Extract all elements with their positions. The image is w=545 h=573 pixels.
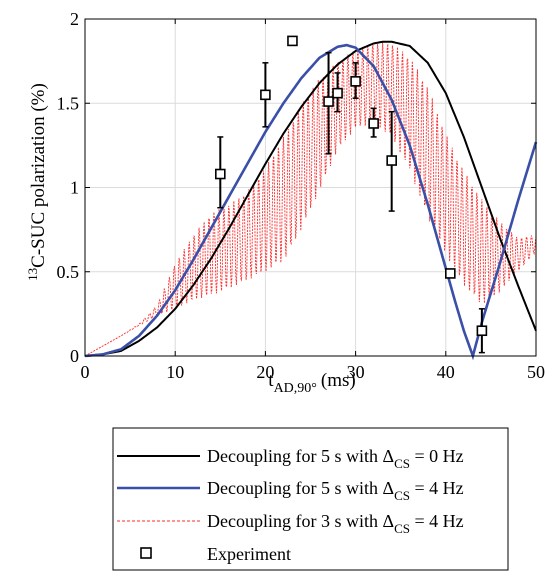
legend-entry: Decoupling for 3 s with ΔCS = 4 Hz [117, 511, 464, 536]
series-decoupling-3s-4hz [84, 42, 537, 357]
x-axis-label: tAD,90° (ms) [268, 370, 355, 396]
legend-label: Experiment [207, 544, 291, 564]
experiment-marker [445, 268, 456, 279]
experiment-points [215, 35, 488, 354]
experiment-point [368, 107, 379, 138]
y-tick-label: 0.5 [57, 262, 80, 282]
legend-entry: Experiment [140, 544, 291, 564]
y-tick-label: 1.5 [57, 93, 80, 113]
y-tick-label: 0 [70, 346, 79, 366]
axes-frame [84, 18, 537, 357]
experiment-point [323, 51, 334, 155]
y-tick-label: 1 [70, 178, 79, 198]
legend-label: Decoupling for 5 s with ΔCS = 0 Hz [207, 446, 464, 471]
experiment-marker [323, 96, 334, 107]
legend: Decoupling for 5 s with ΔCS = 0 Hz Decoup… [112, 427, 509, 571]
series-line-decoupling-5s-4hz [84, 43, 538, 361]
x-tick-label: 10 [166, 362, 184, 382]
legend-entry: Decoupling for 5 s with ΔCS = 4 Hz [117, 478, 464, 503]
legend-label: Decoupling for 5 s with ΔCS = 4 Hz [207, 478, 464, 503]
x-tick-label: 30 [347, 362, 365, 382]
y-tick-label: 2 [70, 9, 79, 29]
x-tick-label: 50 [527, 362, 545, 382]
series-lines [84, 40, 538, 361]
experiment-marker [215, 168, 226, 180]
experiment-point [445, 268, 456, 279]
experiment-marker [287, 35, 298, 47]
experiment-point [260, 62, 271, 128]
experiment-marker [476, 325, 488, 337]
x-tick-label: 20 [256, 362, 274, 382]
experiment-marker [386, 155, 397, 166]
experiment-point [332, 72, 343, 113]
legend-entry: Decoupling for 5 s with ΔCS = 0 Hz [117, 446, 464, 471]
tick-labels: 0 10 20 30 40 50 0 0.5 1 1.5 2 [57, 9, 545, 382]
experiment-marker [350, 76, 361, 87]
experiment-marker [260, 89, 271, 101]
y-axis-label: 13C-SUC polarization (%) [25, 83, 49, 281]
experiment-point [350, 62, 361, 99]
series-line-decoupling-3s-4hz [84, 42, 537, 357]
experiment-point [476, 308, 488, 354]
experiment-point [287, 35, 298, 47]
x-tick-label: 0 [81, 362, 90, 382]
series-line-decoupling-5s-0hz [84, 40, 537, 357]
x-tick-label: 40 [437, 362, 455, 382]
legend-box [112, 427, 509, 571]
experiment-point [215, 136, 226, 209]
legend-marker [140, 547, 152, 559]
experiment-marker [368, 118, 379, 129]
experiment-point [386, 110, 397, 212]
experiment-marker [332, 87, 343, 99]
legend-label: Decoupling for 3 s with ΔCS = 4 Hz [207, 511, 464, 536]
